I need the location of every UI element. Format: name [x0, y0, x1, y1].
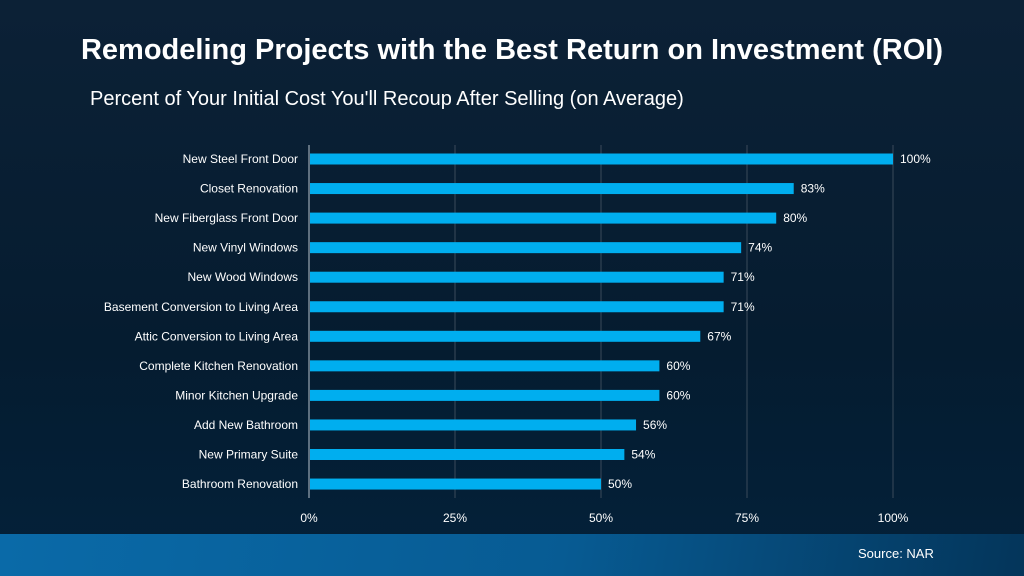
x-tick-label: 0%: [300, 511, 318, 525]
bar: [310, 183, 794, 195]
data-label: 54%: [631, 448, 655, 462]
bar: [310, 242, 742, 254]
category-label: Bathroom Renovation: [182, 477, 298, 491]
category-label: New Wood Windows: [188, 270, 298, 284]
bar: [310, 449, 625, 460]
category-label: Closet Renovation: [200, 182, 298, 196]
category-label: Basement Conversion to Living Area: [104, 300, 298, 314]
data-label: 67%: [707, 329, 731, 343]
chart-title: Remodeling Projects with the Best Return…: [80, 34, 944, 66]
category-label: Minor Kitchen Upgrade: [175, 388, 298, 402]
x-tick-label: 75%: [735, 511, 759, 525]
data-label: 60%: [666, 388, 690, 402]
x-tick-label: 50%: [589, 511, 613, 525]
data-label: 74%: [748, 241, 772, 255]
category-label: Complete Kitchen Renovation: [139, 359, 298, 373]
data-label: 71%: [731, 300, 755, 314]
bar: [310, 389, 660, 401]
bar: [310, 212, 777, 224]
chart-subtitle: Percent of Your Initial Cost You'll Reco…: [90, 88, 684, 110]
source-note: Source: NAR: [858, 546, 934, 561]
data-label: 50%: [608, 477, 632, 491]
data-label: 71%: [731, 270, 755, 284]
bar: [310, 153, 893, 165]
category-label: New Steel Front Door: [183, 152, 298, 166]
data-label: 83%: [801, 182, 825, 196]
bar: [310, 419, 637, 431]
bar: [310, 271, 724, 283]
data-label: 100%: [900, 152, 931, 166]
category-label: New Primary Suite: [199, 448, 299, 462]
x-tick-label: 25%: [443, 511, 467, 525]
x-tick-label: 100%: [878, 511, 909, 525]
category-label: New Vinyl Windows: [193, 241, 298, 255]
category-label: Attic Conversion to Living Area: [135, 329, 299, 343]
data-label: 56%: [643, 418, 667, 432]
bar-chart: 0% 25% 50% 75% 100% New Steel Front Door 100% C…: [104, 145, 931, 525]
category-label: Add New Bathroom: [194, 418, 298, 432]
bar: [310, 360, 660, 372]
bar: [310, 330, 701, 342]
bar: [310, 478, 601, 490]
footer-band: Source: NAR: [0, 534, 1024, 576]
bar: [310, 301, 724, 313]
data-label: 80%: [783, 211, 807, 225]
category-label: New Fiberglass Front Door: [155, 211, 298, 225]
data-label: 60%: [666, 359, 690, 373]
